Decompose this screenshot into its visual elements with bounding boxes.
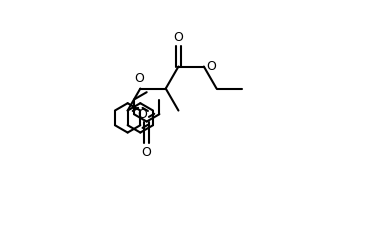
Text: O: O — [173, 31, 184, 44]
Text: O: O — [134, 72, 144, 85]
Text: O: O — [137, 108, 147, 121]
Text: O: O — [206, 60, 216, 73]
Text: O: O — [142, 146, 152, 159]
